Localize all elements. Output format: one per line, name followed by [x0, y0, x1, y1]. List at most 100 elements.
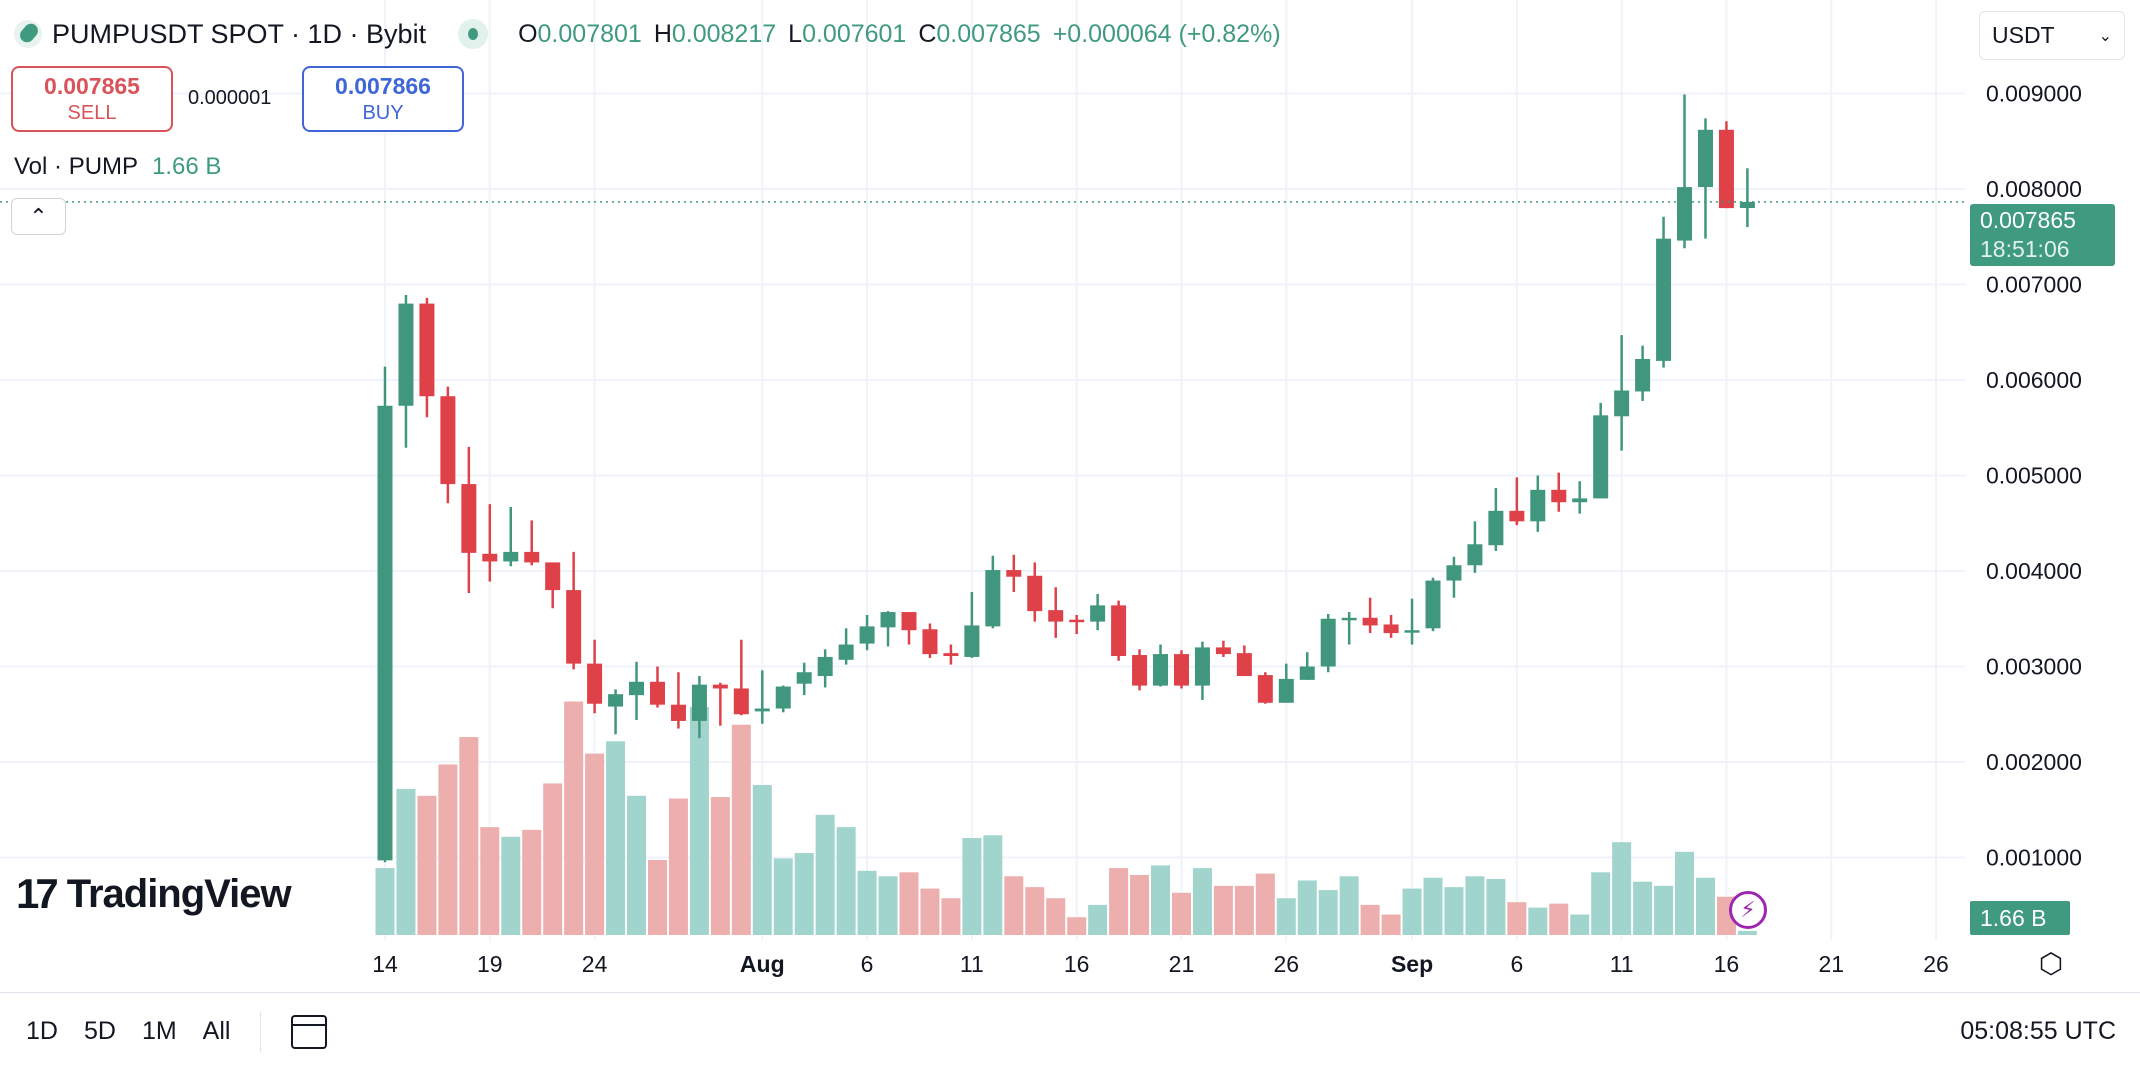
volume-bar	[1423, 877, 1443, 935]
candle-body	[1593, 415, 1609, 499]
candle-body	[1383, 624, 1399, 634]
volume-bar	[1234, 885, 1254, 935]
candle-body	[1173, 654, 1189, 686]
lightning-icon[interactable]: ⚡︎	[1729, 891, 1767, 929]
candle-body	[1341, 617, 1357, 621]
candle-body	[1215, 647, 1231, 655]
settings-gear-icon[interactable]: ⬡	[2038, 947, 2064, 979]
volume-bar	[375, 868, 395, 935]
buy-price: 0.007866	[335, 73, 431, 99]
y-tick-label: 0.005000	[1986, 463, 2082, 489]
time-axis[interactable]: 14 19 24 Aug 6 11 16 21 26 Sep 6 11 16 21 26	[372, 951, 1949, 977]
volume-bar	[459, 737, 479, 935]
volume-bar	[1360, 904, 1380, 935]
volume-bar	[417, 795, 437, 935]
volume-bar	[1612, 842, 1632, 935]
candle-body	[754, 708, 770, 712]
x-tick-label: Aug	[740, 951, 785, 977]
candle-body	[1320, 618, 1336, 667]
bar-countdown: 18:51:06	[1980, 236, 2070, 262]
market-open-dot-icon	[458, 19, 489, 49]
volume-bar	[1528, 907, 1548, 935]
candle-body	[461, 484, 477, 553]
y-tick-label: 0.003000	[1986, 654, 2082, 680]
volume-bar	[543, 783, 563, 935]
candle-body	[712, 684, 728, 689]
volume-bar	[1088, 904, 1108, 935]
ohlc-key: L	[788, 19, 803, 48]
candle-body	[859, 626, 875, 644]
ohlc-key: C	[918, 19, 937, 48]
candle-body	[943, 653, 959, 656]
volume-bars	[375, 701, 1757, 935]
pump-logo-icon	[14, 20, 42, 48]
candle-body	[691, 684, 707, 721]
price-axis[interactable]: 0.001000 0.002000 0.003000 0.004000 0.005000…	[1986, 81, 2082, 871]
volume-bar	[1695, 877, 1715, 935]
volume-bar	[962, 838, 982, 935]
sell-button[interactable]: 0.007865 SELL	[11, 66, 173, 132]
volume-bar	[396, 788, 416, 935]
candle-body	[503, 551, 519, 562]
volume-bar	[1213, 885, 1233, 935]
price-chart[interactable]: 0.001000 0.002000 0.003000 0.004000 0.005000…	[0, 0, 2140, 992]
candle-body	[524, 551, 540, 563]
volume-bar	[1255, 873, 1275, 935]
volume-bar	[1486, 878, 1506, 935]
currency-select[interactable]: USDT ⌄	[1979, 11, 2125, 60]
last-price-badge: 0.007865 18:51:06	[1970, 204, 2115, 266]
volume-bar	[752, 784, 772, 935]
calendar-goto-icon[interactable]	[291, 1014, 328, 1049]
candle-body	[880, 612, 896, 628]
x-tick-label: 16	[1714, 951, 1740, 977]
chevron-up-icon: ⌃	[29, 203, 48, 229]
range-1d[interactable]: 1D	[26, 1017, 58, 1045]
candle-body	[796, 672, 812, 684]
logo-text: TradingView	[66, 871, 292, 916]
x-tick-label: 21	[1169, 951, 1195, 977]
candle-body	[775, 686, 791, 709]
ohlc-key: O	[518, 19, 538, 48]
candle-body	[482, 553, 498, 562]
tradingview-logo[interactable]: 17 TradingView	[16, 870, 292, 918]
volume-bar	[1381, 914, 1401, 935]
candle-body	[1530, 489, 1546, 522]
volume-bar	[627, 795, 647, 935]
candle-body	[1446, 565, 1462, 581]
candle-body	[733, 688, 749, 715]
y-tick-label: 0.001000	[1986, 845, 2082, 871]
range-all[interactable]: All	[202, 1017, 231, 1045]
collapse-legend-button[interactable]: ⌃	[11, 198, 66, 235]
volume-bar	[668, 798, 688, 935]
candle-body	[1006, 570, 1022, 577]
range-1m[interactable]: 1M	[141, 1017, 177, 1045]
volume-bar	[920, 888, 940, 935]
buy-button[interactable]: 0.007866 BUY	[302, 66, 464, 132]
symbol-title[interactable]: PUMPUSDT SPOT · 1D · Bybit	[52, 18, 427, 49]
x-tick-label: 19	[477, 951, 503, 977]
candle-body	[1236, 653, 1252, 677]
ohlc-high: 0.008217	[671, 19, 777, 48]
volume-badge: 1.66 B	[1970, 901, 2070, 935]
candle-body	[1467, 544, 1483, 566]
x-tick-label: 14	[372, 951, 398, 977]
candle-body	[1677, 187, 1693, 241]
volume-bar	[836, 827, 856, 935]
volume-bar	[1675, 851, 1695, 935]
volume-bar	[1067, 917, 1087, 935]
y-tick-label: 0.009000	[1986, 81, 2082, 107]
candle-body	[587, 663, 603, 704]
utc-clock[interactable]: 05:08:55 UTC	[1960, 1017, 2116, 1045]
volume-bar	[585, 753, 605, 935]
candle-body	[1656, 238, 1672, 361]
volume-bar	[1591, 872, 1611, 935]
candle-body	[440, 396, 456, 485]
candle-body	[1299, 666, 1315, 680]
range-5d[interactable]: 5D	[83, 1017, 116, 1045]
ohlc-values: O0.007801 H0.008217 L0.007601 C0.007865 …	[518, 20, 1281, 49]
x-tick-label: 26	[1273, 951, 1299, 977]
volume-bar	[857, 870, 877, 935]
buy-label: BUY	[362, 102, 404, 124]
ohlc-key: H	[653, 19, 672, 48]
volume-legend[interactable]: Vol · PUMP 1.66 B	[14, 153, 221, 181]
